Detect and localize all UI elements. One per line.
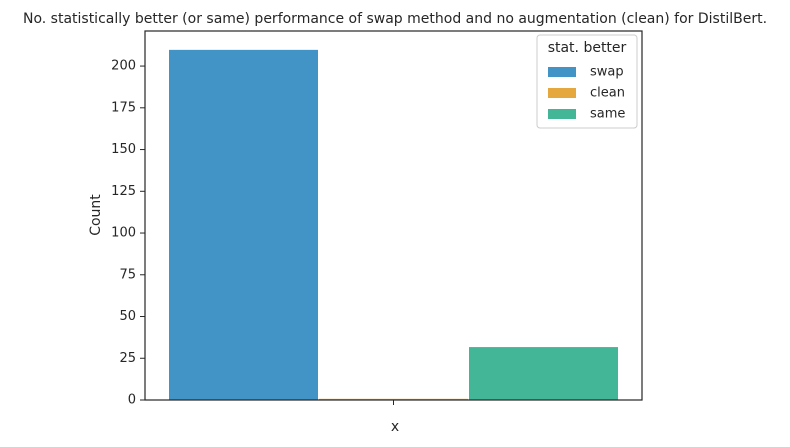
y-tick-label: 75 bbox=[119, 267, 136, 282]
legend-swatch-clean bbox=[548, 88, 576, 98]
legend-swatch-swap bbox=[548, 67, 576, 77]
legend-title: stat. better bbox=[548, 40, 627, 56]
legend-label-swap: swap bbox=[590, 65, 624, 80]
legend: stat. better swap clean same bbox=[536, 34, 638, 129]
legend-box bbox=[536, 34, 638, 129]
legend-swatch-same bbox=[548, 109, 576, 119]
y-tick-label: 50 bbox=[119, 309, 136, 324]
y-axis: 0 25 50 75 100 125 150 175 200 bbox=[111, 59, 394, 408]
x-axis-label: x bbox=[391, 419, 399, 435]
bar-swap bbox=[168, 48, 319, 401]
y-tick-label: 150 bbox=[111, 142, 136, 157]
legend-label-same: same bbox=[590, 107, 625, 122]
y-tick-label: 125 bbox=[111, 184, 136, 199]
bars bbox=[168, 48, 619, 401]
plot-frame bbox=[144, 30, 643, 401]
y-tick-label: 0 bbox=[128, 393, 136, 408]
legend-label-clean: clean bbox=[590, 86, 625, 101]
y-axis-label: Count bbox=[88, 194, 104, 236]
y-tick-label: 200 bbox=[111, 59, 136, 74]
y-tick-label: 175 bbox=[111, 100, 136, 115]
y-tick-label: 100 bbox=[111, 226, 136, 241]
bar-same bbox=[468, 346, 619, 401]
y-tick-label: 25 bbox=[119, 351, 136, 366]
chart-title: No. statistically better (or same) perfo… bbox=[23, 11, 767, 27]
